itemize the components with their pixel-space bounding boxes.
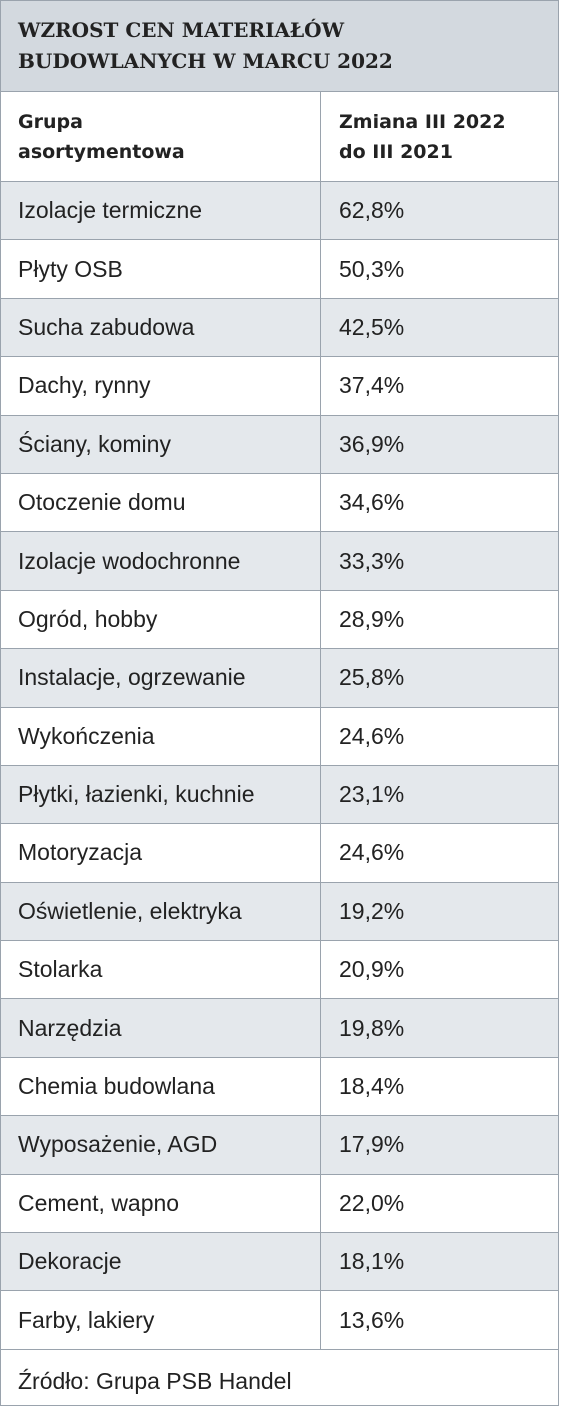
table-row: Motoryzacja 24,6%	[1, 824, 558, 883]
cell-change: 20,9%	[339, 956, 405, 983]
cell-change: 23,1%	[339, 781, 405, 808]
table-row: Płyty OSB 50,3%	[1, 240, 558, 299]
cell-group: Ogród, hobby	[1, 590, 321, 649]
cell-group: Instalacje, ogrzewanie	[1, 649, 321, 707]
table-title: WZROST CEN MATERIAŁÓW BUDOWLANYCH W MARC…	[1, 1, 558, 92]
cell-change: 19,2%	[339, 897, 405, 924]
table-row: Chemia budowlana 18,4%	[1, 1057, 558, 1117]
cell-change: 17,9%	[339, 1131, 405, 1158]
cell-group: Narzędzia	[1, 999, 321, 1057]
cell-change: 37,4%	[339, 372, 405, 399]
table-row: Oświetlenie, elektryka 19,2%	[1, 882, 558, 942]
cell-change: 13,6%	[339, 1306, 405, 1333]
source-note: Źródło: Grupa PSB Handel	[18, 1368, 292, 1395]
cell-change: 18,1%	[339, 1248, 405, 1275]
cell-change: 25,8%	[339, 664, 405, 691]
cell-group: Farby, lakiery	[1, 1291, 321, 1349]
cell-group: Płyty OSB	[1, 240, 321, 298]
table-row: Izolacje termiczne 62,8%	[1, 182, 558, 241]
cell-group: Płytki, łazienki, kuchnie	[1, 765, 321, 824]
cell-change: 18,4%	[339, 1073, 405, 1100]
cell-group: Wykończenia	[1, 707, 321, 765]
cell-change: 28,9%	[339, 605, 405, 632]
cell-group: Sucha zabudowa	[1, 298, 321, 357]
cell-group: Stolarka	[1, 941, 321, 999]
cell-change: 24,6%	[339, 722, 405, 749]
table-row: Narzędzia 19,8%	[1, 999, 558, 1058]
cell-group: Dekoracje	[1, 1233, 321, 1291]
cell-change: 42,5%	[339, 313, 405, 340]
cell-group: Motoryzacja	[1, 824, 321, 882]
table-row: Ściany, kominy 36,9%	[1, 415, 558, 474]
cell-change: 50,3%	[339, 255, 405, 282]
table-row: Sucha zabudowa 42,5%	[1, 298, 558, 358]
cell-group: Chemia budowlana	[1, 1057, 321, 1116]
table-row: Dachy, rynny 37,4%	[1, 357, 558, 416]
cell-change: 34,6%	[339, 489, 405, 516]
cell-group: Izolacje termiczne	[1, 182, 321, 240]
table-row: Izolacje wodochronne 33,3%	[1, 532, 558, 591]
header-group: Grupa asortymentowa	[1, 92, 321, 181]
cell-group: Ściany, kominy	[1, 415, 321, 473]
cell-change: 62,8%	[339, 197, 405, 224]
table-row: Cement, wapno 22,0%	[1, 1174, 558, 1234]
table-row: Wyposażenie, AGD 17,9%	[1, 1116, 558, 1175]
table-row: Dekoracje 18,1%	[1, 1233, 558, 1292]
cell-group: Wyposażenie, AGD	[1, 1116, 321, 1174]
cell-group: Otoczenie domu	[1, 473, 321, 532]
cell-change: 19,8%	[339, 1014, 405, 1041]
table-row: Płytki, łazienki, kuchnie 23,1%	[1, 765, 558, 825]
table-body: Izolacje termiczne 62,8% Płyty OSB 50,3% Suc…	[1, 182, 558, 1350]
cell-group: Dachy, rynny	[1, 357, 321, 415]
cell-change: 22,0%	[339, 1189, 405, 1216]
table-row: Wykończenia 24,6%	[1, 707, 558, 766]
table-row: Otoczenie domu 34,6%	[1, 473, 558, 533]
cell-change: 33,3%	[339, 547, 405, 574]
cell-change: 24,6%	[339, 839, 405, 866]
table-row: Stolarka 20,9%	[1, 941, 558, 1000]
cell-group: Izolacje wodochronne	[1, 532, 321, 590]
cell-group: Cement, wapno	[1, 1174, 321, 1233]
table-row: Ogród, hobby 28,9%	[1, 590, 558, 650]
table-row: Farby, lakiery 13,6%	[1, 1291, 558, 1350]
cell-group: Oświetlenie, elektryka	[1, 882, 321, 941]
table-header-row: Grupa asortymentowa Zmiana III 2022 do I…	[1, 92, 558, 182]
header-change: Zmiana III 2022 do III 2021	[339, 110, 506, 163]
cell-change: 36,9%	[339, 430, 405, 457]
table-row: Instalacje, ogrzewanie 25,8%	[1, 649, 558, 708]
